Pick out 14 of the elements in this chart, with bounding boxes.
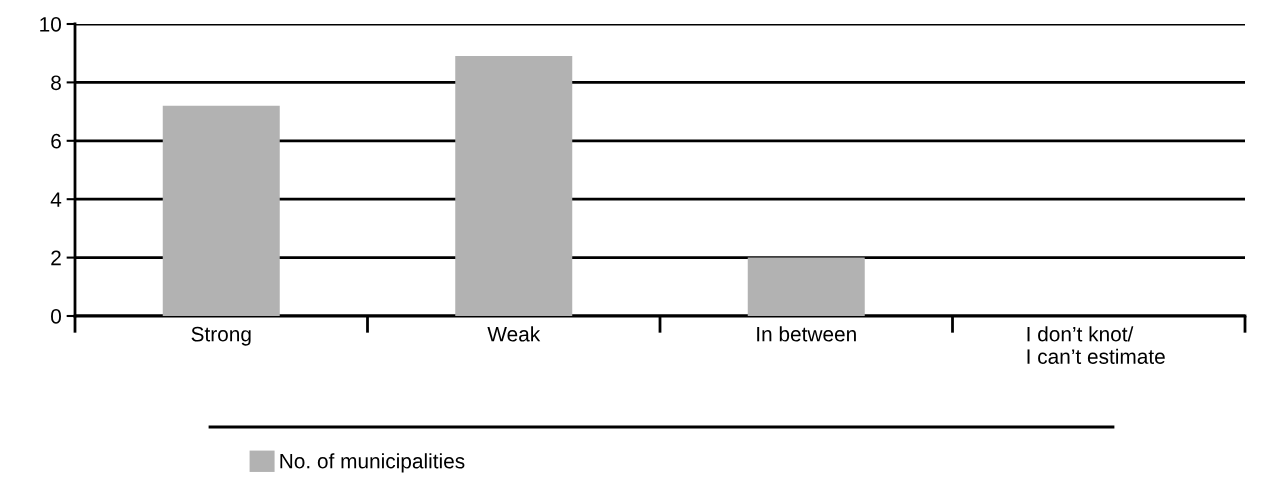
x-tick-label: Weak <box>487 326 541 342</box>
bar <box>162 105 280 316</box>
y-tick-label: 10 <box>40 17 61 32</box>
y-tick-label: 0 <box>51 309 61 324</box>
y-tick-label: 4 <box>50 192 62 207</box>
y-tick-label: 8 <box>51 75 61 91</box>
y-tick-label: 2 <box>51 250 61 266</box>
x-tick-label: Strong <box>191 326 251 346</box>
bar <box>747 257 865 316</box>
x-tick-label: I don’t knot/ I can’t estimate <box>1027 326 1165 364</box>
y-tick-label: 6 <box>51 133 61 149</box>
bar <box>455 56 573 316</box>
x-tick-label: In between <box>757 326 856 342</box>
legend-label: No. of municipalities <box>280 453 465 473</box>
